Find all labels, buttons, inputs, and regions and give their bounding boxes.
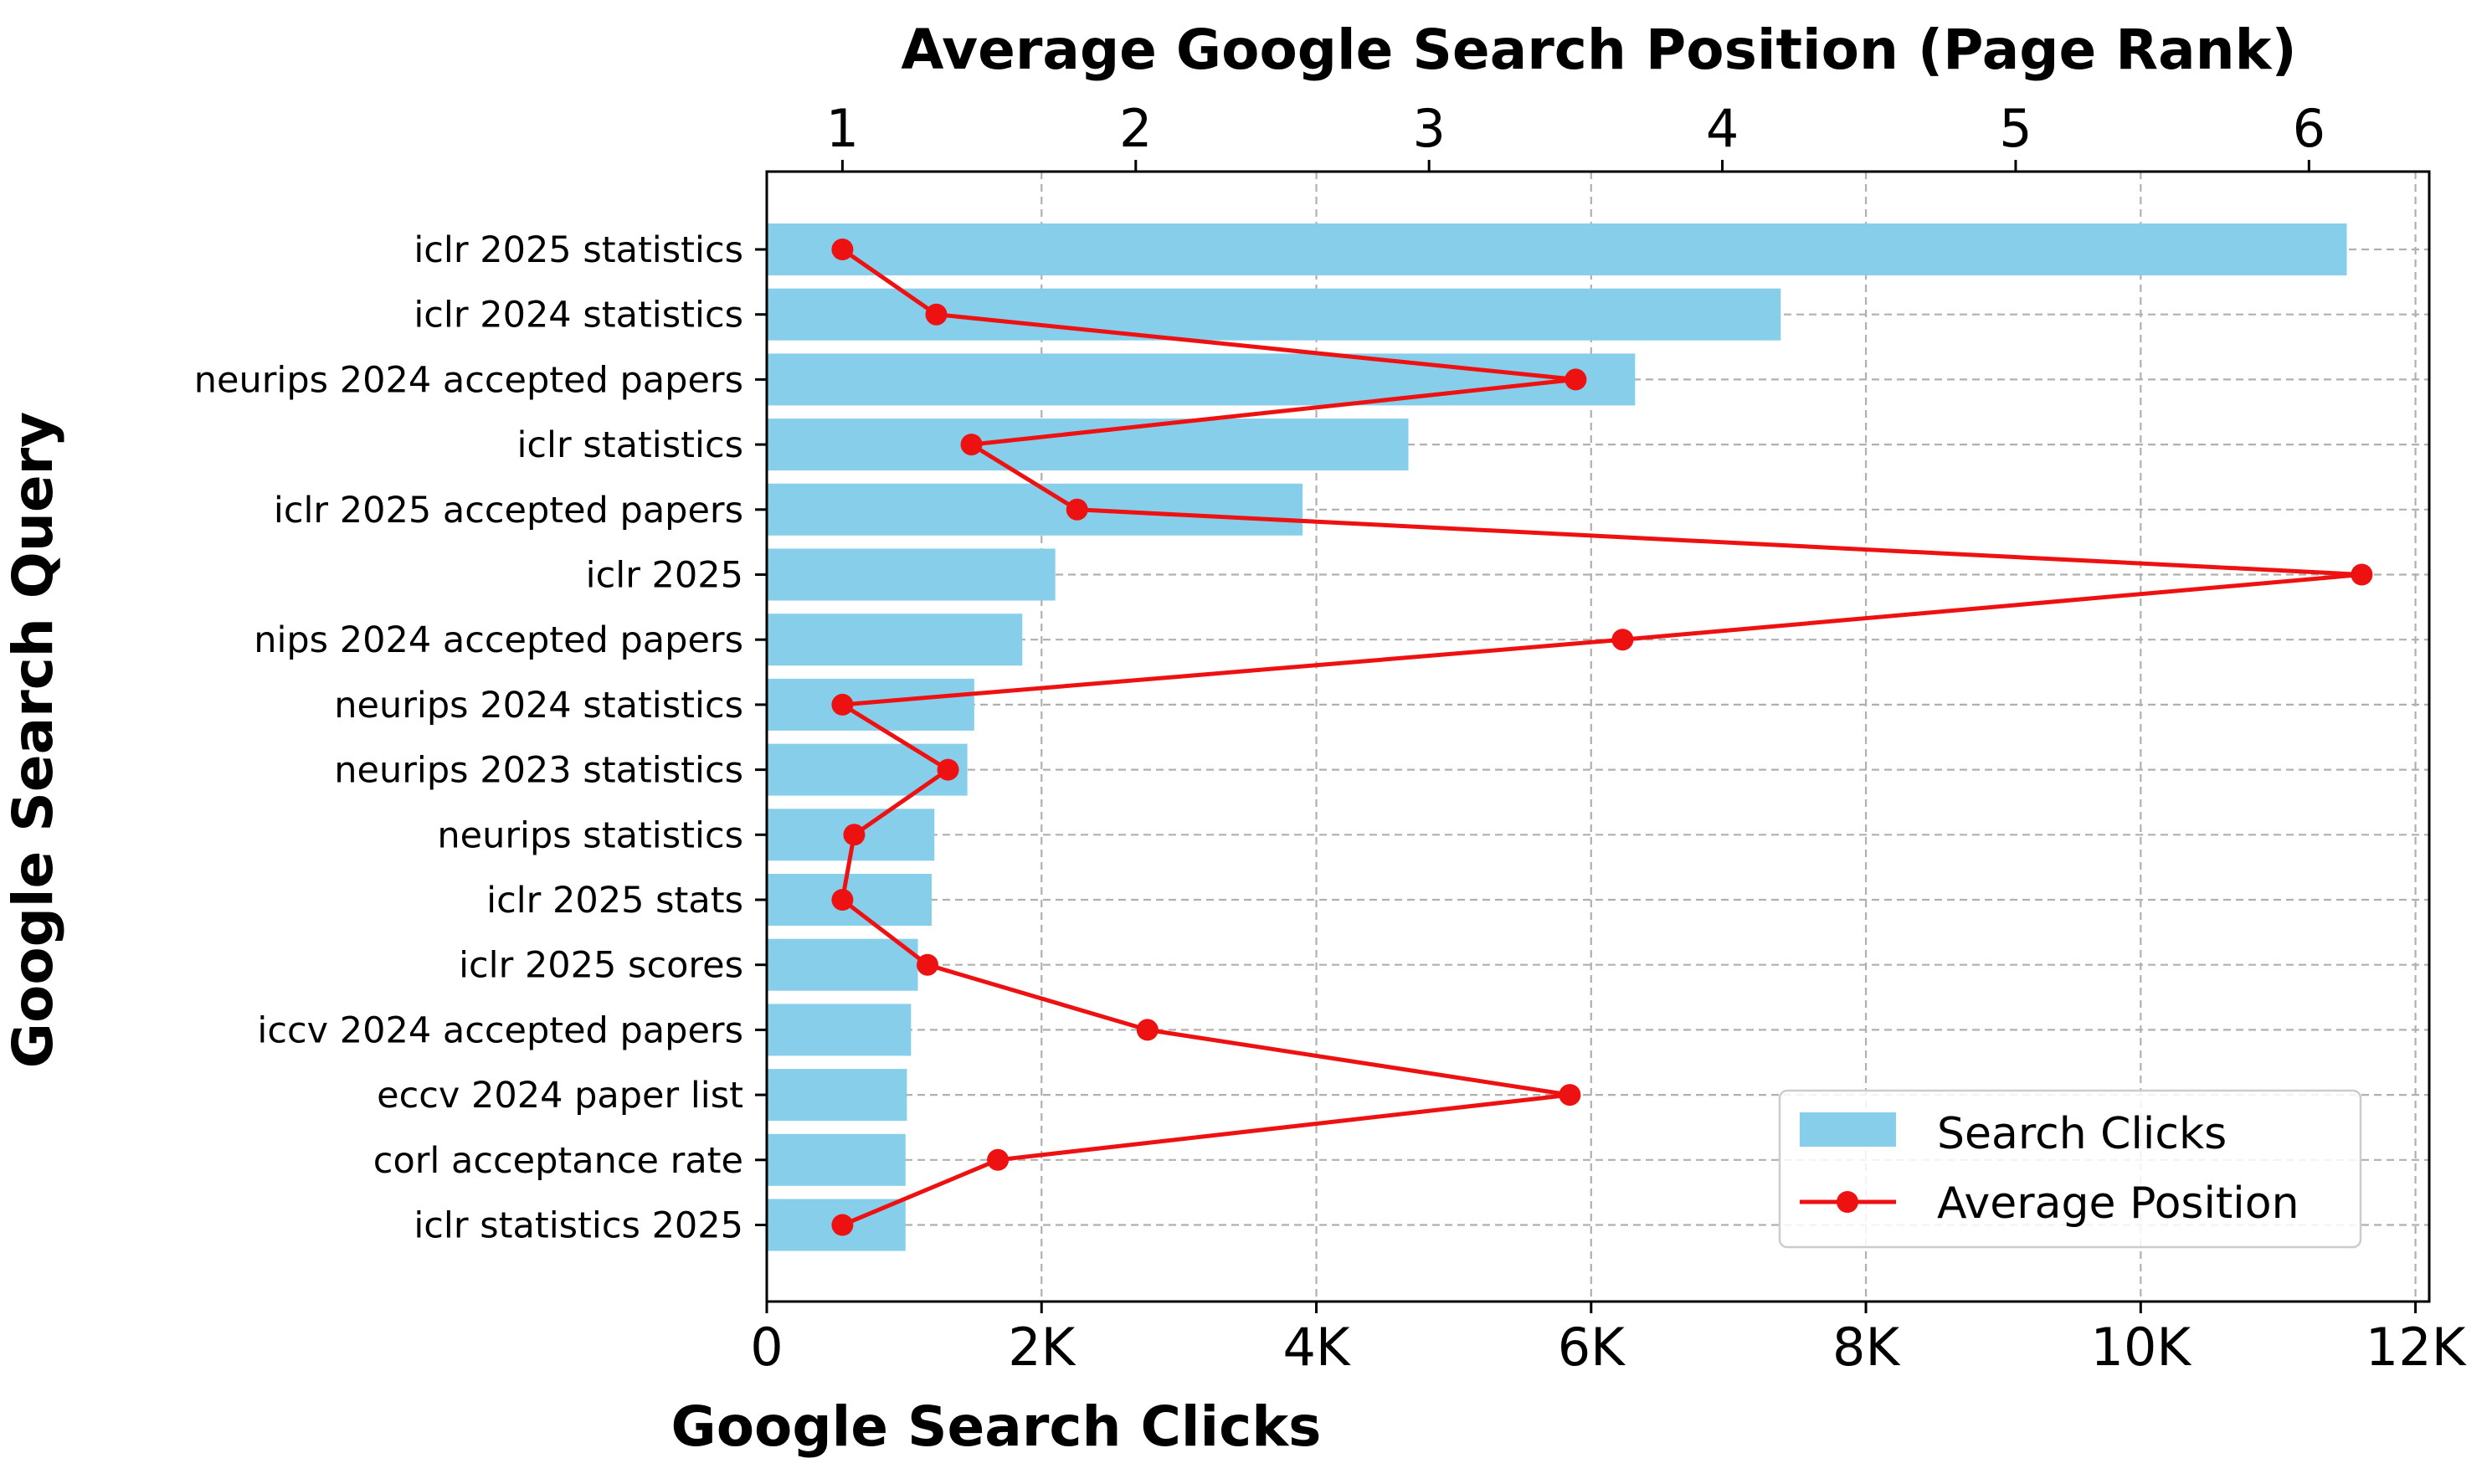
x-axis-title: Google Search Clicks xyxy=(671,1394,1322,1459)
average-position-point xyxy=(937,758,959,781)
x2-tick-label: 4 xyxy=(1706,98,1739,159)
average-position-point xyxy=(1559,1084,1581,1107)
legend-line-marker xyxy=(1837,1191,1858,1213)
average-position-point xyxy=(843,824,866,846)
average-position-point xyxy=(1565,368,1587,391)
axes xyxy=(755,160,2431,1313)
line-series xyxy=(831,239,2373,1236)
average-position-point xyxy=(925,303,948,326)
x-tick-label: 12K xyxy=(2366,1317,2467,1378)
x2-tick-label: 3 xyxy=(1412,98,1445,159)
x-tick-label: 2K xyxy=(1008,1317,1076,1378)
bar-iclr-statistics xyxy=(767,418,1409,471)
x-tick-label: 10K xyxy=(2091,1317,2192,1378)
average-position-point xyxy=(1066,498,1088,521)
average-position-point xyxy=(960,434,983,456)
bar-nips-2024-accepted-papers xyxy=(767,614,1023,666)
x2-tick-label: 5 xyxy=(1999,98,2032,159)
average-position-point xyxy=(1136,1019,1159,1041)
y-tick-label: nips 2024 accepted papers xyxy=(254,619,743,661)
y-tick-label: corl acceptance rate xyxy=(373,1140,743,1182)
x-tick-label: 6K xyxy=(1558,1317,1626,1378)
bar-corl-acceptance-rate xyxy=(767,1133,906,1186)
legend: Search Clicks Average Position xyxy=(1778,1089,2362,1249)
average-position-point xyxy=(917,953,939,976)
bar-eccv-2024-paper-list xyxy=(767,1069,907,1122)
y-tick-label: iclr 2025 statistics xyxy=(414,229,743,271)
y-tick-label: iccv 2024 accepted papers xyxy=(257,1009,743,1051)
average-position-line xyxy=(840,247,2364,1227)
legend-bar-swatch xyxy=(1800,1112,1896,1147)
y-tick-label: iclr 2025 xyxy=(586,555,743,597)
y-tick-label: iclr 2025 scores xyxy=(459,945,743,987)
tick-labels: 0 2K 4K 6K 8K 10K 12K 1 2 3 4 5 6 iclr 2025 statistic… xyxy=(194,98,2467,1378)
bar-iccv-2024-accepted-papers xyxy=(767,1004,912,1056)
legend-label-search-clicks: Search Clicks xyxy=(1937,1109,2227,1159)
average-position-point xyxy=(831,889,854,911)
average-position-point xyxy=(2351,563,2373,586)
y-tick-label: iclr 2025 stats xyxy=(486,880,743,922)
y-tick-label: iclr statistics xyxy=(516,424,743,466)
y-tick-label: iclr 2024 statistics xyxy=(414,295,743,336)
x2-axis-title: Average Google Search Position (Page Ran… xyxy=(901,18,2296,82)
y-tick-label: neurips 2023 statistics xyxy=(334,750,743,792)
bar-iclr-2025-scores xyxy=(767,938,918,991)
y-axis-title: Google Search Query xyxy=(1,412,65,1068)
x2-tick-label: 2 xyxy=(1119,98,1152,159)
average-position-point xyxy=(987,1148,1010,1171)
bar-series xyxy=(767,223,2347,1251)
y-tick-label: iclr 2025 accepted papers xyxy=(274,490,743,531)
x-tick-label: 8K xyxy=(1832,1317,1900,1378)
bar-neurips-2024-accepted-papers xyxy=(767,353,1636,406)
bar-neurips-2023-statistics xyxy=(767,743,968,796)
average-position-point xyxy=(831,693,854,716)
legend-label-average-position: Average Position xyxy=(1937,1178,2299,1229)
plot-frame xyxy=(765,170,2431,1303)
x2-tick-label: 6 xyxy=(2293,98,2325,159)
average-position-point xyxy=(831,1214,854,1236)
bar-iclr-2025-accepted-papers xyxy=(767,483,1303,536)
bar-iclr-2024-statistics xyxy=(767,288,1781,341)
average-position-point xyxy=(1611,629,1634,651)
y-tick-label: eccv 2024 paper list xyxy=(377,1075,743,1117)
y-tick-label: neurips 2024 statistics xyxy=(334,685,743,727)
legend-frame xyxy=(1778,1089,2362,1249)
y-tick-label: neurips 2024 accepted papers xyxy=(194,359,743,401)
bar-iclr-2025-statistics xyxy=(767,223,2347,275)
y-tick-label: iclr statistics 2025 xyxy=(414,1205,743,1247)
average-position-point xyxy=(831,239,854,260)
y-tick-label: neurips statistics xyxy=(437,814,743,856)
x2-tick-label: 1 xyxy=(826,98,859,159)
x-tick-label: 4K xyxy=(1282,1317,1350,1378)
x-tick-label: 0 xyxy=(750,1317,783,1378)
bar-iclr-2025 xyxy=(767,548,1056,601)
